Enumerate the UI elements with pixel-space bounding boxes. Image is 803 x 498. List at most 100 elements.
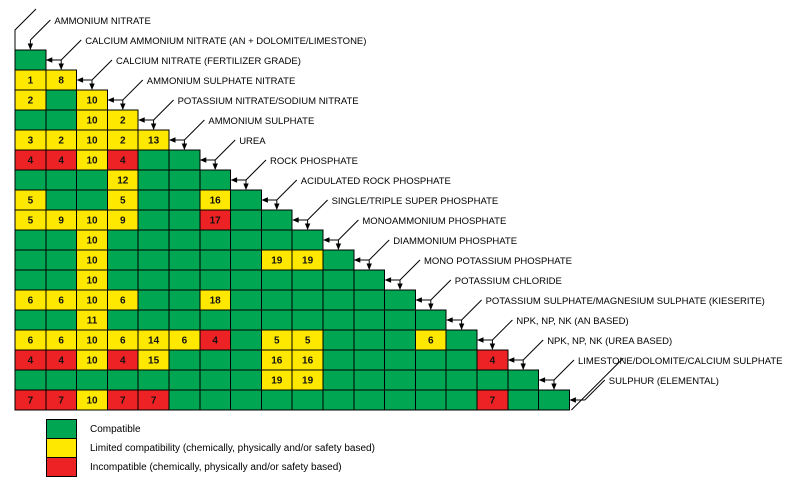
material-label: AMMONIUM SULPHATE NITRATE <box>147 76 295 87</box>
matrix-cell <box>230 249 262 271</box>
matrix-cell <box>507 369 540 391</box>
matrix-cell <box>353 309 386 331</box>
matrix-cell <box>414 369 447 391</box>
arrow-left-icon <box>323 237 330 243</box>
arrow-left-icon <box>107 97 114 103</box>
cell-note: 4 <box>120 356 126 367</box>
matrix-cell <box>230 289 262 311</box>
matrix-cell <box>14 369 47 391</box>
arrow-left-icon <box>538 377 546 383</box>
matrix-cell <box>476 369 509 391</box>
cell-note: 2 <box>120 116 126 127</box>
cell-note: 4 <box>58 156 64 167</box>
matrix-cell <box>353 289 386 311</box>
cell-note: 18 <box>210 296 222 307</box>
material-label: POTASSIUM CHLORIDE <box>455 276 562 287</box>
matrix-cell <box>230 269 262 291</box>
cell-note: 6 <box>28 296 34 307</box>
matrix-top-left-boundary-line <box>14 8 37 50</box>
cell-note: 2 <box>28 96 34 107</box>
matrix-cell <box>137 189 170 211</box>
matrix-cell <box>45 109 78 131</box>
matrix-cell <box>199 389 232 411</box>
arrow-down-icon <box>243 183 249 190</box>
cell-note: 4 <box>212 336 218 347</box>
matrix-cell <box>199 229 232 251</box>
arrow-left-icon <box>199 157 207 163</box>
cell-note: 7 <box>28 396 34 407</box>
matrix-cell <box>168 309 201 331</box>
arrow-down-icon <box>304 223 311 230</box>
matrix-cell <box>168 209 201 231</box>
label-leader-line <box>108 79 144 109</box>
arrow-left-icon <box>292 217 299 223</box>
matrix-cell <box>45 229 78 251</box>
material-label: NPK, NP, NK (AN BASED) <box>516 316 628 327</box>
matrix-cell <box>76 169 108 191</box>
matrix-cell <box>260 289 293 311</box>
matrix-cell <box>353 269 386 291</box>
material-label: ACIDULATED ROCK PHOSPHATE <box>301 176 451 187</box>
cell-note: 10 <box>86 96 98 107</box>
legend-swatch-compatible <box>46 419 77 439</box>
matrix-cell <box>353 389 386 411</box>
legend-swatch-limited <box>46 438 77 458</box>
legend-item-incompatible: Incompatible (chemically, physically and… <box>46 457 375 477</box>
arrow-left-icon <box>446 317 453 323</box>
cell-note: 5 <box>120 196 126 207</box>
cell-note: 7 <box>58 396 64 407</box>
matrix-cell <box>168 149 201 171</box>
cell-note: 7 <box>151 396 157 407</box>
matrix-cell <box>14 109 47 131</box>
label-leader-line <box>293 199 328 229</box>
matrix-cell <box>414 349 447 371</box>
matrix-cell <box>384 289 416 311</box>
matrix-cell <box>137 289 170 311</box>
matrix-cell <box>199 169 232 191</box>
matrix-cell <box>45 169 78 191</box>
material-label: CALCIUM AMMONIUM NITRATE (AN + DOLOMITE/… <box>85 36 366 47</box>
cell-note: 3 <box>28 136 34 147</box>
material-label: POTASSIUM NITRATE/SODIUM NITRATE <box>178 96 359 107</box>
matrix-cell <box>106 229 139 251</box>
cell-note: 6 <box>120 296 126 307</box>
matrix-cell <box>137 209 170 231</box>
matrix-cell <box>384 349 416 371</box>
arrow-left-icon <box>138 117 145 123</box>
label-leader-line <box>77 59 113 89</box>
cell-note: 10 <box>86 296 98 307</box>
matrix-bottom-right-boundary-line <box>571 357 624 411</box>
matrix-cell <box>414 389 447 411</box>
label-leader-line <box>508 339 544 369</box>
matrix-cell <box>45 369 78 391</box>
arrow-down-icon <box>458 323 465 330</box>
matrix-cell <box>45 189 78 211</box>
matrix-cell <box>384 369 416 391</box>
matrix-cell <box>322 249 355 271</box>
matrix-cell <box>76 369 108 391</box>
matrix-cell <box>260 389 293 411</box>
matrix-cell <box>507 389 540 411</box>
arrow-left-icon <box>477 337 484 343</box>
matrix-cell <box>14 249 47 271</box>
cell-note: 6 <box>428 336 434 347</box>
matrix-cell <box>230 329 262 351</box>
matrix-cell <box>76 189 108 211</box>
label-leader-line <box>262 179 298 209</box>
matrix-cell <box>168 249 201 271</box>
cell-note: 13 <box>148 136 160 147</box>
matrix-cell <box>14 309 47 331</box>
matrix-cell <box>260 229 293 251</box>
cell-note: 4 <box>120 156 126 167</box>
cell-note: 19 <box>302 376 314 387</box>
arrow-left-icon <box>384 277 392 283</box>
matrix-cell <box>14 49 47 71</box>
arrow-down-icon <box>520 363 526 370</box>
legend-label-compatible: Compatible <box>90 423 141 435</box>
matrix-cell <box>199 249 232 271</box>
label-leader-line <box>354 239 390 269</box>
cell-note: 16 <box>271 356 283 367</box>
arrow-down-icon <box>397 283 403 290</box>
cell-note: 16 <box>210 196 222 207</box>
